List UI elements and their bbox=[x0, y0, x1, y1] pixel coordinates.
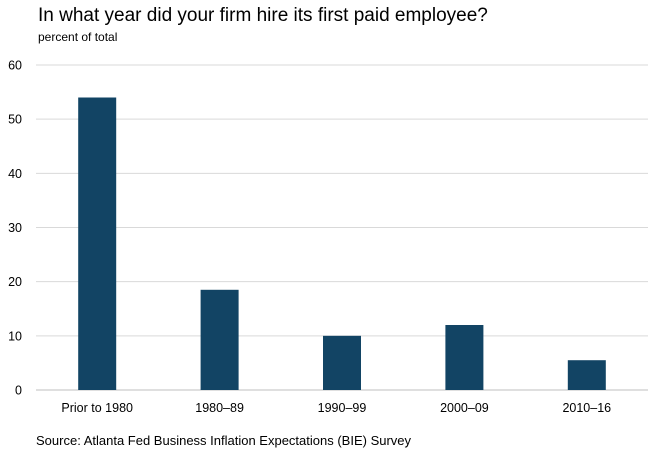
y-tick-label: 60 bbox=[8, 59, 22, 73]
bar bbox=[567, 360, 606, 390]
y-tick-label: 30 bbox=[8, 221, 22, 235]
bar bbox=[78, 97, 117, 390]
x-axis-ticks: Prior to 1980 1980–89 1990–99 2000–09 2010–1… bbox=[61, 401, 611, 415]
y-tick-label: 50 bbox=[8, 113, 22, 127]
y-tick-label: 40 bbox=[8, 167, 22, 181]
chart-title: In what year did your firm hire its firs… bbox=[38, 5, 488, 26]
source-note: Source: Atlanta Fed Business Inflation E… bbox=[36, 433, 412, 448]
bars bbox=[78, 97, 606, 390]
chart-subtitle: percent of total bbox=[38, 30, 118, 44]
gridlines bbox=[36, 64, 648, 391]
x-tick-label: 1980–89 bbox=[195, 401, 244, 415]
y-tick-label: 0 bbox=[15, 384, 22, 398]
bar bbox=[200, 289, 239, 390]
y-tick-label: 10 bbox=[8, 329, 22, 343]
bar bbox=[445, 325, 484, 390]
bar bbox=[323, 335, 361, 390]
x-tick-label: 2000–09 bbox=[440, 401, 489, 415]
x-tick-label: Prior to 1980 bbox=[61, 401, 133, 415]
x-tick-label: 2010–16 bbox=[562, 401, 611, 415]
y-axis-ticks: 0 10 20 30 40 50 60 bbox=[8, 59, 22, 398]
x-tick-label: 1990–99 bbox=[318, 401, 367, 415]
y-tick-label: 20 bbox=[8, 275, 22, 289]
